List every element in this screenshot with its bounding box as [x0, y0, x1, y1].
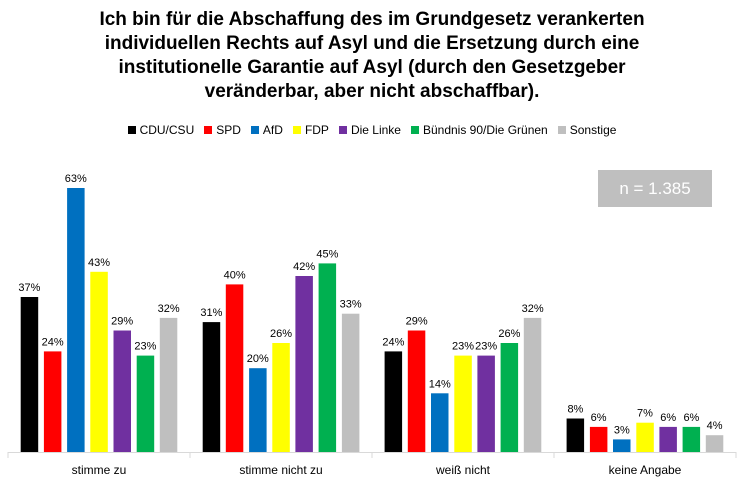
legend-item: SPD [204, 123, 241, 137]
bar [295, 276, 313, 452]
legend-item: CDU/CSU [127, 123, 195, 137]
data-label: 23% [475, 341, 497, 353]
data-label: 31% [200, 307, 222, 319]
bar [636, 422, 654, 452]
bar [43, 351, 62, 452]
bar [407, 330, 426, 452]
chart-title: Ich bin für die Abschaffung des im Grund… [0, 8, 744, 104]
legend-label: SPD [216, 123, 241, 137]
legend-swatch [557, 126, 566, 134]
data-label: 6% [683, 412, 699, 424]
bar [589, 426, 608, 452]
legend-item: AfD [250, 123, 283, 137]
data-label: 32% [522, 303, 544, 315]
legend-label: AfD [262, 123, 283, 137]
data-label: 40% [224, 269, 246, 281]
category-label: weiß nicht [435, 463, 491, 477]
bar [159, 317, 178, 452]
bar [705, 435, 724, 452]
legend-item: FDP [292, 123, 329, 137]
data-label: 43% [88, 257, 110, 269]
bar [659, 426, 677, 452]
chart-title-line: veränderbar, aber nicht abschaffbar). [204, 81, 540, 102]
chart-title-line: Ich bin für die Abschaffung des im Grund… [99, 9, 645, 30]
bar [682, 426, 701, 452]
data-label: 42% [293, 261, 315, 273]
legend-item: Bündnis 90/Die Grünen [410, 123, 548, 137]
data-label: 23% [452, 341, 474, 353]
data-label: 45% [316, 248, 338, 260]
legend-label: Die Linke [350, 123, 401, 137]
bar [454, 355, 472, 452]
data-label: 7% [637, 408, 653, 420]
bar [431, 393, 449, 452]
legend-swatch [338, 126, 347, 134]
data-label: 24% [42, 336, 64, 348]
data-label: 4% [707, 420, 723, 432]
data-label: 14% [429, 378, 451, 390]
bar [113, 330, 131, 452]
bar [318, 263, 337, 452]
legend-swatch [410, 126, 419, 134]
bar [384, 351, 403, 452]
data-label: 20% [247, 353, 269, 365]
sample-size-badge: n = 1.385 [598, 170, 712, 207]
legend-swatch [292, 126, 301, 134]
bar [477, 355, 495, 452]
legend-swatch [204, 126, 213, 134]
bar [341, 313, 360, 452]
legend-label: Bündnis 90/Die Grünen [422, 123, 548, 137]
data-label: 8% [567, 404, 583, 416]
chart-title-line: individuellen Rechts auf Asyl und die Er… [104, 33, 640, 54]
legend-label: CDU/CSU [139, 123, 195, 137]
category-label: stimme nicht zu [239, 463, 322, 477]
bar [136, 355, 155, 452]
bar [202, 322, 221, 452]
legend-swatch [127, 126, 136, 134]
data-label: 3% [614, 424, 630, 436]
legend-item: Die Linke [338, 123, 401, 137]
chart-legend: CDU/CSU SPD AfD FDP Die Linke Bündnis 90/Die … [0, 123, 744, 137]
bar [225, 284, 244, 452]
data-label: 63% [65, 173, 87, 185]
bar [272, 343, 290, 452]
data-label: 6% [660, 412, 676, 424]
legend-label: Sonstige [569, 123, 617, 137]
bar [613, 439, 631, 452]
legend-swatch [250, 126, 259, 134]
bar [566, 418, 585, 452]
bar [90, 271, 108, 452]
legend-label: FDP [304, 123, 329, 137]
data-label: 32% [158, 303, 180, 315]
data-label: 33% [340, 299, 362, 311]
legend-item: Sonstige [557, 123, 617, 137]
bar [67, 188, 85, 452]
bar [523, 317, 542, 452]
bar [500, 343, 519, 452]
data-label: 29% [406, 316, 428, 328]
chart-title-line: institutionelle Garantie auf Asyl (durch… [118, 57, 626, 78]
bar [249, 368, 267, 452]
data-label: 23% [134, 341, 156, 353]
bar [20, 297, 39, 452]
data-label: 24% [382, 336, 404, 348]
data-label: 26% [498, 328, 520, 340]
data-label: 29% [111, 316, 133, 328]
category-label: keine Angabe [609, 463, 682, 477]
data-label: 26% [270, 328, 292, 340]
data-label: 37% [18, 282, 40, 294]
category-label: stimme zu [72, 463, 127, 477]
data-label: 6% [591, 412, 607, 424]
